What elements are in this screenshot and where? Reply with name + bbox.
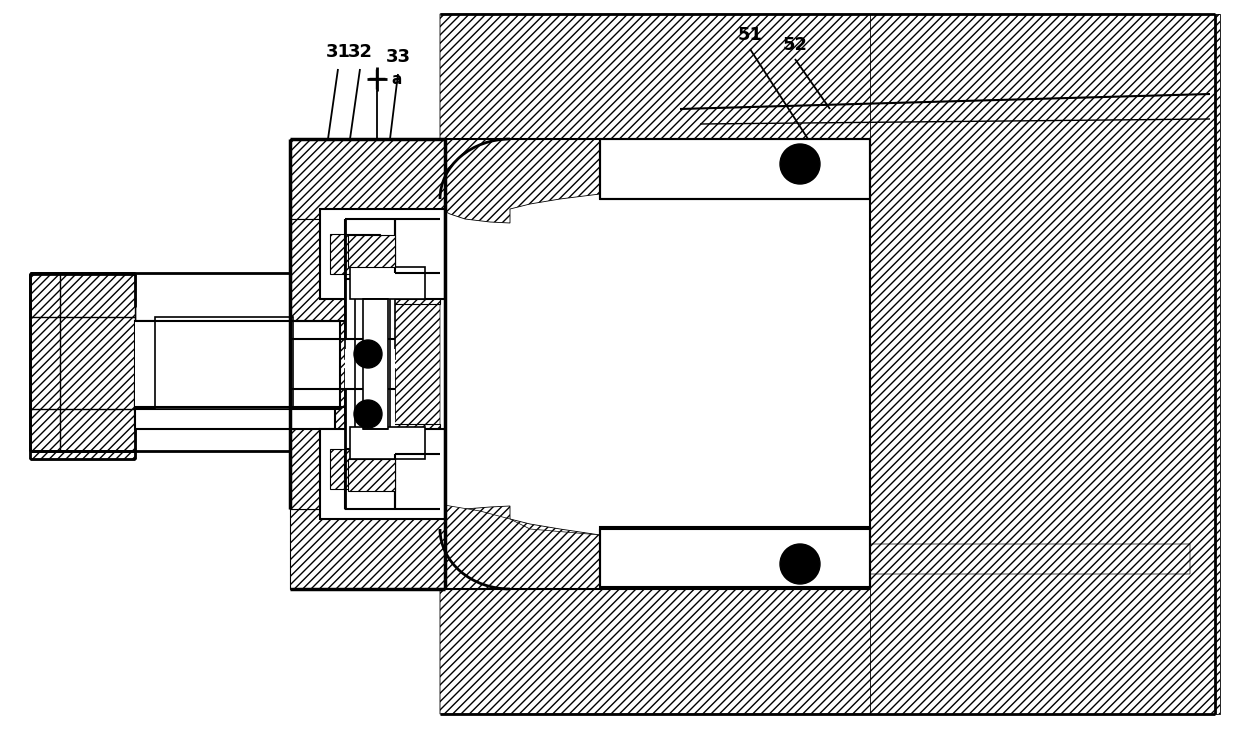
Bar [348,235,395,267]
Bar [385,219,440,304]
Circle shape [781,144,820,184]
Bar [344,349,395,449]
Bar [330,234,380,274]
Bar [330,449,380,489]
Bar [290,509,445,589]
Bar [330,449,380,489]
Bar [30,274,135,459]
Bar [356,249,390,449]
Bar [30,273,135,451]
Bar [870,14,1220,714]
Bar [290,219,344,339]
Bar [600,527,870,587]
Bar [385,424,440,509]
Polygon shape [440,506,1201,714]
Text: 33: 33 [385,48,410,66]
Bar [330,474,385,504]
Bar [290,389,344,509]
Bar [320,429,445,519]
Bar [330,249,385,279]
Polygon shape [135,339,290,381]
Bar [344,279,395,359]
Bar [870,14,1220,714]
Bar [330,249,385,279]
Text: a: a [392,71,401,87]
Bar [385,424,440,509]
Bar [330,444,385,474]
Polygon shape [135,219,1189,589]
Text: 51: 51 [737,26,762,44]
Bar [385,219,440,304]
Circle shape [354,340,382,368]
Bar [290,219,344,339]
Bar [290,509,445,589]
Text: 32: 32 [347,43,373,61]
Bar [320,209,445,299]
Circle shape [354,400,382,428]
Bar [344,369,395,419]
Bar [330,234,380,274]
Text: 31: 31 [326,43,351,61]
Circle shape [781,544,820,584]
Text: 52: 52 [783,36,808,54]
Bar [330,219,385,249]
Polygon shape [440,14,1201,223]
Bar [135,381,335,429]
Bar [135,321,290,407]
Bar [600,139,870,199]
Bar [348,459,395,491]
Bar [330,219,385,249]
Bar [349,267,425,299]
Bar [135,384,320,426]
Bar [155,317,292,409]
Bar [330,474,385,504]
Bar [330,444,385,474]
Bar [30,273,135,451]
Bar [290,139,445,219]
Bar [349,427,425,459]
Bar [348,459,395,491]
Bar [363,299,388,429]
Polygon shape [135,381,290,429]
Bar [135,321,339,409]
Bar [348,235,395,267]
Bar [290,389,344,509]
Bar [30,274,135,459]
Bar [290,139,445,219]
